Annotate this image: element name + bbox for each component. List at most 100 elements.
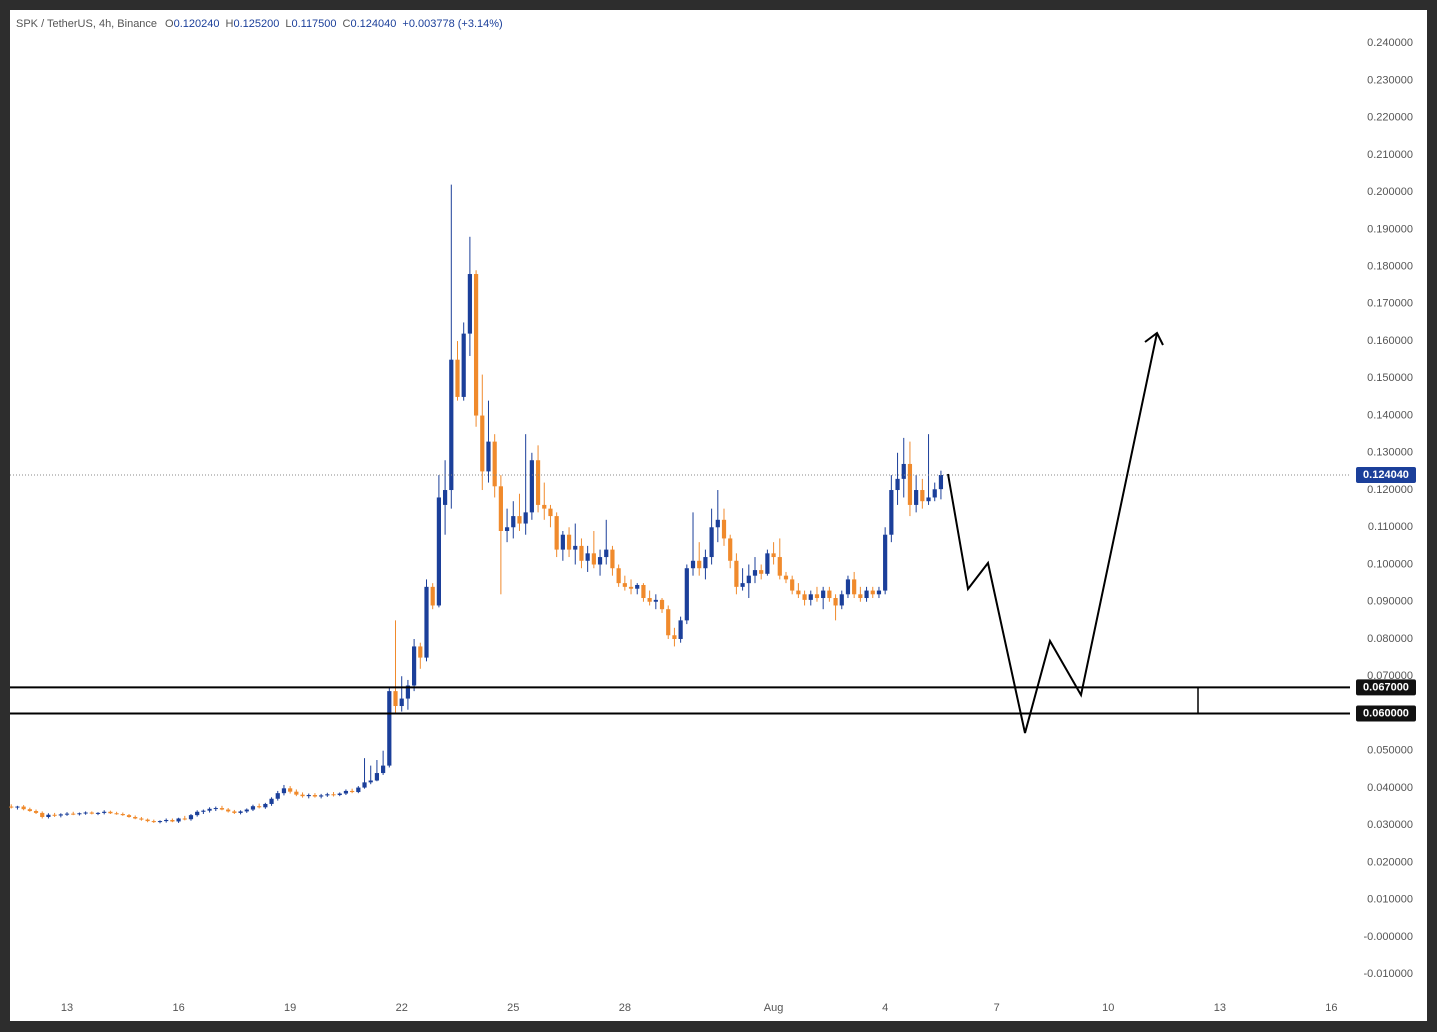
candle-body: [455, 359, 460, 397]
candle-body: [232, 811, 237, 813]
candle-body: [176, 818, 181, 822]
symbol-title: SPK / TetherUS, 4h, Binance: [16, 18, 157, 30]
candle-body: [653, 599, 658, 602]
candle-body: [728, 538, 733, 561]
legend-key: C: [343, 18, 351, 30]
candle-body: [628, 586, 634, 589]
candle-body: [771, 553, 776, 558]
candle-body: [548, 508, 553, 517]
candle-body: [102, 811, 107, 813]
candle-body: [690, 560, 696, 569]
candle-body: [188, 815, 194, 820]
candle-body: [114, 813, 119, 815]
x-tick-label: 19: [284, 1002, 296, 1014]
candle-body: [257, 806, 262, 808]
x-tick-label: 28: [619, 1002, 631, 1014]
candle-body: [864, 590, 869, 599]
candle-body: [300, 794, 305, 797]
candle-body: [610, 549, 615, 569]
candle-body: [746, 575, 751, 584]
candle-body: [492, 441, 497, 487]
candle-body: [876, 590, 882, 595]
candle-body: [139, 818, 144, 820]
candle-body: [938, 474, 944, 490]
candle-body: [306, 795, 311, 797]
candle-body: [814, 594, 820, 599]
candle-body: [393, 691, 398, 707]
candle-body: [517, 516, 522, 524]
y-tick-label: 0.090000: [1367, 596, 1413, 608]
level-label: 0.067000: [1363, 681, 1409, 693]
y-tick-label: 0.040000: [1367, 782, 1413, 794]
candle-body: [554, 516, 559, 550]
candle-body: [157, 821, 163, 823]
x-tick-label: Aug: [764, 1002, 784, 1014]
candle-body: [783, 575, 789, 580]
candle-body: [839, 594, 844, 606]
x-tick-label: 7: [994, 1002, 1000, 1014]
candle-body: [796, 590, 801, 595]
candle-body: [368, 780, 373, 783]
candle-body: [27, 809, 32, 812]
candle-body: [486, 441, 491, 472]
candle-body: [430, 586, 435, 606]
y-tick-label: 0.240000: [1367, 37, 1413, 49]
candle-body: [356, 787, 361, 793]
candle-body: [442, 490, 448, 505]
candle-body: [77, 813, 82, 815]
candle-body: [95, 812, 101, 814]
candle-body: [678, 620, 683, 639]
level-label-box: [1356, 705, 1416, 722]
candle-body: [312, 795, 318, 797]
candle-body: [907, 463, 913, 505]
candle-body: [399, 698, 404, 707]
y-tick-label: -0.010000: [1363, 968, 1413, 980]
candle-body: [71, 813, 76, 815]
candle-body: [467, 274, 472, 334]
candle-body: [926, 497, 931, 502]
level-label-box: [1356, 679, 1416, 696]
x-tick-label: 16: [1325, 1002, 1337, 1014]
candle-body: [535, 460, 541, 505]
candle-body: [709, 527, 714, 558]
candle-body: [207, 808, 212, 811]
candle-body: [808, 594, 813, 600]
candle-body: [33, 811, 39, 813]
candle-body: [250, 806, 256, 810]
candle-body: [511, 516, 516, 528]
x-tick-label: 10: [1102, 1002, 1114, 1014]
y-tick-label: 0.020000: [1367, 856, 1413, 868]
price-label: 0.124040: [1363, 469, 1409, 481]
candle-body: [498, 486, 503, 531]
candle-body: [827, 590, 832, 599]
candle-body: [672, 635, 677, 639]
candle-body: [52, 814, 57, 816]
y-tick-label: 0.150000: [1367, 372, 1413, 384]
y-tick-label: 0.100000: [1367, 558, 1413, 570]
candle-body: [870, 590, 875, 595]
candle-body: [170, 819, 175, 822]
legend-value: 0.125200: [233, 18, 279, 30]
y-tick-label: 0.190000: [1367, 223, 1413, 235]
candle-body: [219, 808, 225, 810]
candle-body: [64, 813, 70, 815]
y-tick-label: 0.170000: [1367, 298, 1413, 310]
y-tick-label: 0.220000: [1367, 112, 1413, 124]
candle-body: [15, 806, 20, 808]
candle-body: [833, 598, 838, 606]
legend-change: +0.003778 (+3.14%): [402, 18, 502, 30]
candle-body: [641, 584, 646, 599]
candle-body: [659, 599, 665, 610]
candle-body: [542, 504, 547, 509]
y-tick-label: 0.160000: [1367, 335, 1413, 347]
y-tick-label: 0.070000: [1367, 670, 1413, 682]
y-tick-label: 0.230000: [1367, 74, 1413, 86]
candle-body: [845, 579, 851, 595]
candle-body: [58, 814, 63, 816]
candle-body: [362, 782, 367, 788]
candle-body: [480, 415, 485, 472]
candle-body: [350, 790, 355, 793]
candle-body: [387, 691, 392, 766]
legend-value: 0.124040: [351, 18, 397, 30]
